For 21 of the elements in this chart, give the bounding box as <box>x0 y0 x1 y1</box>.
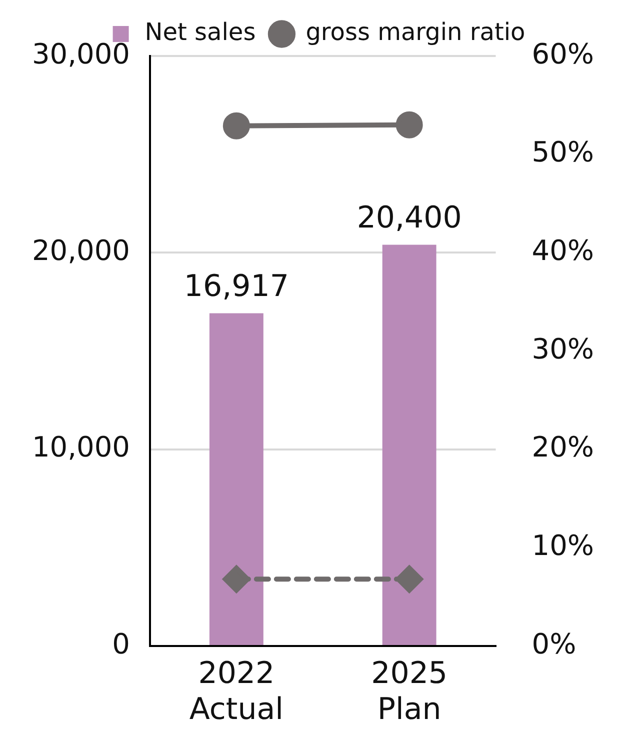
y2-tick-label: 60% <box>532 37 594 70</box>
point <box>222 112 250 140</box>
y2-tick-label: 30% <box>532 332 594 366</box>
y2-tick-label: 20% <box>532 430 594 464</box>
y2-tick-label: 50% <box>532 136 594 169</box>
x-tick-label: 2025 Plan <box>371 656 448 727</box>
legend-label: Net sales <box>144 18 256 46</box>
point <box>222 566 250 593</box>
y2-tick-label: 0% <box>532 627 576 660</box>
y-tick-label: 30,000 <box>32 37 130 70</box>
data-label: 20,400 <box>356 200 462 236</box>
legend-label: gross margin ratio <box>306 18 526 46</box>
data-label: 16,917 <box>184 269 289 304</box>
x-tick-label: 2022 Actual <box>189 656 284 727</box>
y2-tick-label: 40% <box>532 234 594 267</box>
y-tick-label: 20,000 <box>32 234 130 267</box>
y2-tick-label: 10% <box>532 528 594 562</box>
y-tick-label: 0 <box>112 627 130 660</box>
point <box>396 566 423 593</box>
y-tick-label: 10,000 <box>32 430 130 464</box>
point <box>396 111 423 138</box>
